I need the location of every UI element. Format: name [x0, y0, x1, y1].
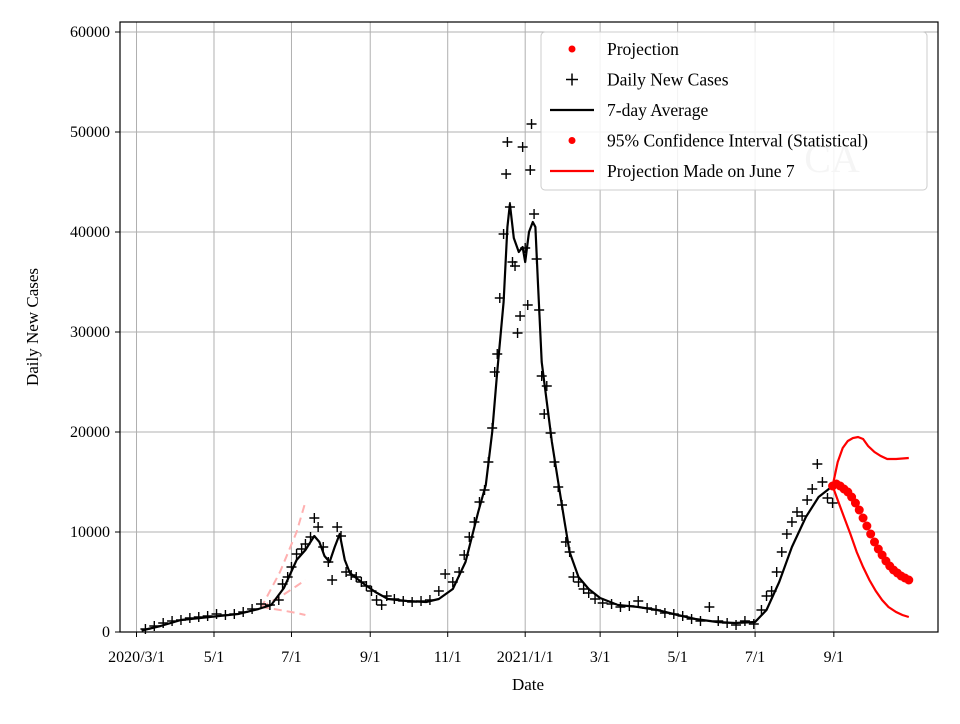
daily-case-marker — [433, 586, 444, 596]
daily-case-marker — [776, 547, 787, 557]
x-tick-label: 5/1 — [667, 649, 687, 666]
legend-item: Daily New Cases — [566, 70, 729, 90]
daily-case-marker — [371, 595, 382, 605]
daily-case-marker — [510, 261, 521, 271]
projection-dot — [904, 575, 914, 585]
axis-ticks: 2020/3/1 5/1 7/1 9/1 11/1 2021/1/1 3/1 5/1 7/1 9/… — [70, 24, 844, 666]
daily-case-marker — [332, 522, 343, 532]
daily-case-marker — [827, 498, 838, 508]
daily-case-marker — [515, 311, 526, 321]
daily-case-marker — [756, 605, 767, 615]
daily-case-marker — [517, 142, 528, 152]
daily-case-marker — [704, 602, 715, 612]
x-tick-label: 2020/3/1 — [108, 649, 165, 666]
x-tick-label: 2021/1/1 — [497, 649, 554, 666]
legend-item: 95% Confidence Interval (Statistical) — [568, 131, 868, 151]
daily-case-marker — [568, 572, 579, 582]
daily-case-marker — [822, 493, 833, 503]
y-tick-label: 40000 — [70, 224, 110, 241]
plot-frame — [119, 21, 939, 633]
projection-dot — [858, 513, 868, 523]
daily-case-marker — [633, 596, 644, 606]
daily-case-marker — [786, 517, 797, 527]
legend-dot-icon — [568, 45, 576, 53]
x-tick-label: 9/1 — [824, 649, 844, 666]
daily-case-marker — [615, 602, 626, 612]
projection-dot — [869, 537, 879, 547]
y-tick-label: 30000 — [70, 324, 110, 341]
daily-case-marker — [761, 591, 772, 601]
daily-case-marker — [440, 569, 451, 579]
x-tick-label: 7/1 — [745, 649, 765, 666]
legend-item: Projection — [568, 39, 679, 59]
daily-case-marker — [781, 529, 792, 539]
series-layer — [140, 119, 914, 634]
legend-dot-icon — [568, 137, 576, 144]
legend-box — [540, 31, 928, 191]
daily-case-marker — [748, 619, 759, 629]
seven-day-average-line — [141, 202, 834, 632]
daily-case-marker — [541, 381, 552, 391]
legend-label: 95% Confidence Interval (Statistical) — [607, 131, 868, 151]
projection-dot — [850, 498, 860, 508]
projection-dot — [866, 529, 876, 539]
daily-case-marker — [526, 119, 537, 129]
legend-item: Projection Made on June 7 — [550, 161, 795, 181]
june7-projection-line — [260, 579, 306, 608]
legend-label: Projection — [607, 39, 679, 59]
x-axis-label: Date — [512, 675, 544, 694]
plot-area — [140, 119, 914, 634]
daily-case-marker — [807, 484, 818, 494]
x-tick-label: 7/1 — [281, 649, 301, 666]
daily-case-marker — [291, 549, 302, 559]
daily-case-marker — [502, 137, 513, 147]
daily-case-marker — [313, 522, 324, 532]
x-tick-label: 9/1 — [360, 649, 380, 666]
daily-case-marker — [802, 495, 813, 505]
daily-case-marker — [578, 584, 589, 594]
y-tick-label: 50000 — [70, 124, 110, 141]
ci-lower-line — [831, 485, 910, 619]
legend-label: Daily New Cases — [607, 70, 729, 90]
daily-case-marker — [501, 169, 512, 179]
legend-label: 7-day Average — [607, 100, 708, 120]
y-tick-label: 20000 — [70, 424, 110, 441]
daily-case-marker — [771, 567, 782, 577]
daily-case-marker — [792, 507, 803, 517]
daily-case-marker — [522, 300, 533, 310]
daily-case-marker — [492, 349, 503, 359]
june7-projection-line — [260, 501, 307, 609]
y-tick-label: 60000 — [70, 24, 110, 41]
daily-case-marker — [525, 165, 536, 175]
y-tick-label: 0 — [102, 624, 110, 641]
y-axis-label: Daily New Cases — [23, 268, 42, 386]
daily-case-marker — [512, 328, 523, 338]
legend: Projection Daily New Cases 7-day Average 95… — [540, 31, 928, 191]
daily-case-marker — [731, 620, 742, 630]
daily-case-marker — [376, 600, 387, 610]
projection-dot — [854, 505, 864, 515]
daily-case-marker — [309, 513, 320, 523]
daily-case-marker — [536, 371, 547, 381]
legend-label: Projection Made on June 7 — [607, 161, 795, 181]
daily-case-marker — [739, 616, 750, 626]
legend-plus-icon — [566, 73, 578, 86]
daily-case-marker — [817, 477, 828, 487]
daily-case-marker — [560, 537, 571, 547]
projection-dot — [862, 521, 872, 531]
x-tick-label: 5/1 — [204, 649, 224, 666]
daily-case-marker — [812, 459, 823, 469]
x-tick-label: 3/1 — [590, 649, 610, 666]
daily-case-marker — [529, 209, 540, 219]
june7-projection-line — [260, 606, 306, 616]
daily-case-marker — [327, 575, 338, 585]
x-tick-label: 11/1 — [434, 649, 462, 666]
legend-item: 7-day Average — [550, 100, 708, 120]
daily-case-marker — [590, 594, 601, 604]
ci-upper-line — [831, 435, 909, 487]
y-tick-label: 10000 — [70, 524, 110, 541]
